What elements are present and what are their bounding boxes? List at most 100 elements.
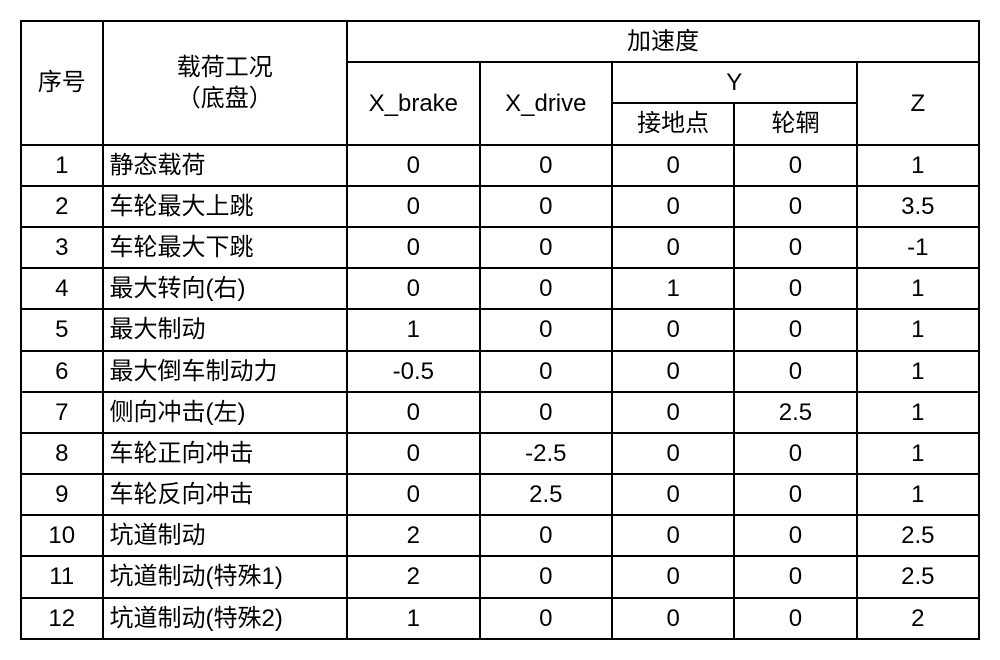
col-z: Z bbox=[857, 62, 979, 144]
cell-y-ground: 0 bbox=[612, 392, 734, 433]
table-row: 6最大倒车制动力-0.50001 bbox=[21, 351, 979, 392]
cell-y-hub: 0 bbox=[734, 227, 856, 268]
cell-y-hub: 0 bbox=[734, 186, 856, 227]
table-row: 2车轮最大上跳00003.5 bbox=[21, 186, 979, 227]
cell-y-hub: 0 bbox=[734, 145, 856, 186]
cell-x-brake: 1 bbox=[347, 309, 479, 350]
cell-seq: 1 bbox=[21, 145, 103, 186]
cell-y-ground: 0 bbox=[612, 309, 734, 350]
cell-x-brake: 0 bbox=[347, 392, 479, 433]
cell-seq: 6 bbox=[21, 351, 103, 392]
cell-z: -1 bbox=[857, 227, 979, 268]
cell-y-hub: 2.5 bbox=[734, 392, 856, 433]
cell-z: 1 bbox=[857, 145, 979, 186]
cell-desc: 坑道制动(特殊1) bbox=[103, 556, 348, 597]
cell-x-brake: 0 bbox=[347, 433, 479, 474]
cell-y-ground: 0 bbox=[612, 351, 734, 392]
table-body: 1静态载荷000012车轮最大上跳00003.53车轮最大下跳0000-14最大… bbox=[21, 145, 979, 639]
cell-y-ground: 1 bbox=[612, 268, 734, 309]
cell-x-brake: 2 bbox=[347, 556, 479, 597]
cell-x-brake: 0 bbox=[347, 186, 479, 227]
col-seq: 序号 bbox=[21, 21, 103, 145]
table-row: 5最大制动10001 bbox=[21, 309, 979, 350]
cell-y-hub: 0 bbox=[734, 268, 856, 309]
cell-seq: 8 bbox=[21, 433, 103, 474]
table-row: 3车轮最大下跳0000-1 bbox=[21, 227, 979, 268]
cell-desc: 车轮正向冲击 bbox=[103, 433, 348, 474]
cell-x-drive: 0 bbox=[480, 598, 612, 639]
cell-x-drive: 0 bbox=[480, 392, 612, 433]
col-y-ground: 接地点 bbox=[612, 103, 734, 144]
cell-z: 1 bbox=[857, 433, 979, 474]
cell-x-drive: 0 bbox=[480, 186, 612, 227]
cell-y-ground: 0 bbox=[612, 145, 734, 186]
cell-y-hub: 0 bbox=[734, 515, 856, 556]
table-row: 9车轮反向冲击02.5001 bbox=[21, 474, 979, 515]
cell-x-brake: 0 bbox=[347, 474, 479, 515]
cell-z: 1 bbox=[857, 392, 979, 433]
cell-x-drive: 0 bbox=[480, 556, 612, 597]
cell-z: 1 bbox=[857, 351, 979, 392]
table-row: 4最大转向(右)00101 bbox=[21, 268, 979, 309]
cell-y-hub: 0 bbox=[734, 309, 856, 350]
cell-x-drive: 0 bbox=[480, 351, 612, 392]
cell-seq: 2 bbox=[21, 186, 103, 227]
cell-x-drive: 0 bbox=[480, 145, 612, 186]
col-x-brake: X_brake bbox=[347, 62, 479, 144]
cell-desc: 最大转向(右) bbox=[103, 268, 348, 309]
cell-seq: 9 bbox=[21, 474, 103, 515]
table-header: 序号 载荷工况 （底盘） 加速度 X_brake X_drive Y Z 接地点… bbox=[21, 21, 979, 145]
cell-z: 2.5 bbox=[857, 556, 979, 597]
cell-x-drive: 0 bbox=[480, 515, 612, 556]
table-row: 10坑道制动20002.5 bbox=[21, 515, 979, 556]
cell-y-ground: 0 bbox=[612, 474, 734, 515]
cell-seq: 12 bbox=[21, 598, 103, 639]
cell-y-ground: 0 bbox=[612, 598, 734, 639]
cell-z: 2.5 bbox=[857, 515, 979, 556]
cell-desc: 坑道制动(特殊2) bbox=[103, 598, 348, 639]
cell-y-ground: 0 bbox=[612, 515, 734, 556]
cell-x-drive: 0 bbox=[480, 309, 612, 350]
cell-x-drive: 0 bbox=[480, 227, 612, 268]
cell-y-ground: 0 bbox=[612, 556, 734, 597]
cell-x-drive: -2.5 bbox=[480, 433, 612, 474]
cell-desc: 车轮反向冲击 bbox=[103, 474, 348, 515]
cell-desc: 侧向冲击(左) bbox=[103, 392, 348, 433]
cell-x-brake: 0 bbox=[347, 227, 479, 268]
cell-y-ground: 0 bbox=[612, 186, 734, 227]
cell-desc: 车轮最大上跳 bbox=[103, 186, 348, 227]
cell-y-hub: 0 bbox=[734, 474, 856, 515]
table-row: 7侧向冲击(左)0002.51 bbox=[21, 392, 979, 433]
cell-x-brake: 0 bbox=[347, 145, 479, 186]
cell-seq: 10 bbox=[21, 515, 103, 556]
cell-z: 3.5 bbox=[857, 186, 979, 227]
cell-desc: 最大制动 bbox=[103, 309, 348, 350]
load-case-table: 序号 载荷工况 （底盘） 加速度 X_brake X_drive Y Z 接地点… bbox=[20, 20, 980, 640]
table-row: 11坑道制动(特殊1)20002.5 bbox=[21, 556, 979, 597]
cell-z: 2 bbox=[857, 598, 979, 639]
cell-x-brake: 0 bbox=[347, 268, 479, 309]
table-row: 1静态载荷00001 bbox=[21, 145, 979, 186]
cell-z: 1 bbox=[857, 474, 979, 515]
cell-seq: 5 bbox=[21, 309, 103, 350]
cell-y-ground: 0 bbox=[612, 227, 734, 268]
cell-seq: 7 bbox=[21, 392, 103, 433]
cell-y-hub: 0 bbox=[734, 433, 856, 474]
cell-seq: 4 bbox=[21, 268, 103, 309]
cell-x-brake: 1 bbox=[347, 598, 479, 639]
table-row: 12坑道制动(特殊2)10002 bbox=[21, 598, 979, 639]
cell-seq: 11 bbox=[21, 556, 103, 597]
cell-seq: 3 bbox=[21, 227, 103, 268]
col-accel-group: 加速度 bbox=[347, 21, 979, 62]
cell-z: 1 bbox=[857, 309, 979, 350]
cell-y-ground: 0 bbox=[612, 433, 734, 474]
cell-z: 1 bbox=[857, 268, 979, 309]
col-y-hub: 轮辋 bbox=[734, 103, 856, 144]
cell-x-drive: 0 bbox=[480, 268, 612, 309]
cell-desc: 车轮最大下跳 bbox=[103, 227, 348, 268]
cell-desc: 静态载荷 bbox=[103, 145, 348, 186]
cell-x-brake: -0.5 bbox=[347, 351, 479, 392]
cell-x-brake: 2 bbox=[347, 515, 479, 556]
col-desc: 载荷工况 （底盘） bbox=[103, 21, 348, 145]
cell-desc: 最大倒车制动力 bbox=[103, 351, 348, 392]
